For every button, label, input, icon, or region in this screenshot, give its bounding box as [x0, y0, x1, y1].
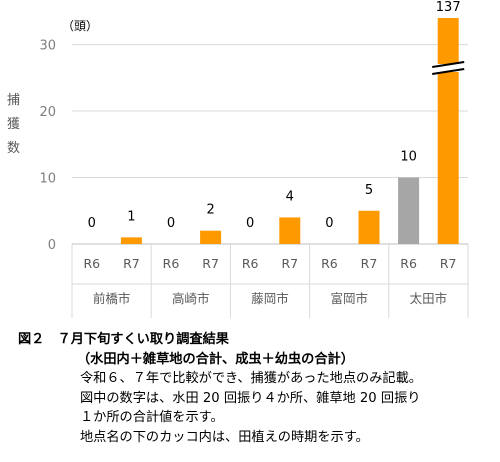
data-label: 0: [325, 216, 333, 231]
x-tick-label: R6: [242, 256, 259, 271]
data-label: 5: [365, 183, 373, 198]
axis-break-line: [432, 61, 465, 68]
figure-caption: 図２ ７月下旬すくい取り調査結果 （水田内＋雑草地の合計、成虫＋幼虫の合計） 令…: [18, 330, 498, 447]
data-label: 0: [246, 216, 254, 231]
city-label: 太田市: [410, 291, 448, 306]
y-tick-label: 30: [39, 39, 56, 54]
x-tick-label: R6: [400, 256, 417, 271]
caption-title-line2: （水田内＋雑草地の合計、成虫＋幼虫の合計）: [77, 351, 354, 367]
x-tick-label: R7: [281, 256, 298, 271]
y-axis-label-char: 数: [7, 141, 20, 156]
bars: [120, 18, 465, 244]
data-label: 1: [127, 209, 135, 224]
data-label: 137: [436, 0, 461, 15]
x-tick-label: R7: [440, 256, 457, 271]
city-label: 富岡市: [330, 291, 368, 306]
y-unit-label: （頭）: [62, 19, 98, 33]
bar-高崎市-R7: [200, 230, 222, 244]
axis-break-line: [432, 68, 465, 75]
city-label: 藤岡市: [251, 291, 289, 306]
y-axis-label-char: 捕: [7, 92, 20, 108]
bar-前橋市-R7: [120, 237, 142, 244]
caption-title-line1: 図２ ７月下旬すくい取り調査結果: [18, 332, 229, 347]
x-tick-label: R6: [321, 256, 338, 271]
y-tick-labels: 0 10 20 30: [39, 39, 56, 253]
data-label: 0: [167, 216, 175, 231]
x-axis-table: 前橋市 R6 R7 高崎市 R6 R7 藤岡市 R6 R7 富岡市 R6 R7 太田市 R6 R7: [71, 244, 469, 318]
x-tick-label: R6: [163, 256, 180, 271]
x-tick-label: R6: [83, 256, 100, 271]
x-tick-label: R7: [202, 256, 219, 271]
y-axis-label-char: 獲: [7, 117, 20, 132]
bar-富岡市-R7: [358, 210, 380, 244]
city-label: 前橋市: [93, 291, 131, 306]
city-label: 高崎市: [172, 291, 210, 306]
data-label: 0: [88, 216, 96, 231]
bar-太田市-R7: [437, 18, 459, 244]
data-label: 2: [206, 203, 214, 218]
caption-note-2: 図中の数字は、水田 20 回振り４か所、雑草地 20 回振り: [80, 390, 421, 406]
y-tick-label: 10: [39, 172, 56, 187]
y-tick-label: 0: [48, 238, 56, 253]
y-tick-label: 20: [39, 105, 56, 120]
x-tick-label: R7: [361, 256, 378, 271]
bar-太田市-R6: [398, 177, 420, 244]
bar-藤岡市-R7: [279, 217, 301, 244]
caption-note-3: １か所の合計値を示す。: [80, 410, 224, 425]
x-tick-label: R7: [123, 256, 140, 271]
y-axis-label: 捕獲数: [7, 92, 20, 156]
caption-note-4: 地点名の下のカッコ内は、田植えの時期を示す。: [80, 429, 369, 445]
data-label: 10: [400, 150, 417, 165]
data-label: 4: [286, 189, 294, 204]
caption-note-1: 令和６、７年で比較ができ、捕獲があった地点のみ記載。: [80, 371, 422, 386]
axis-break-gap: [434, 64, 462, 72]
